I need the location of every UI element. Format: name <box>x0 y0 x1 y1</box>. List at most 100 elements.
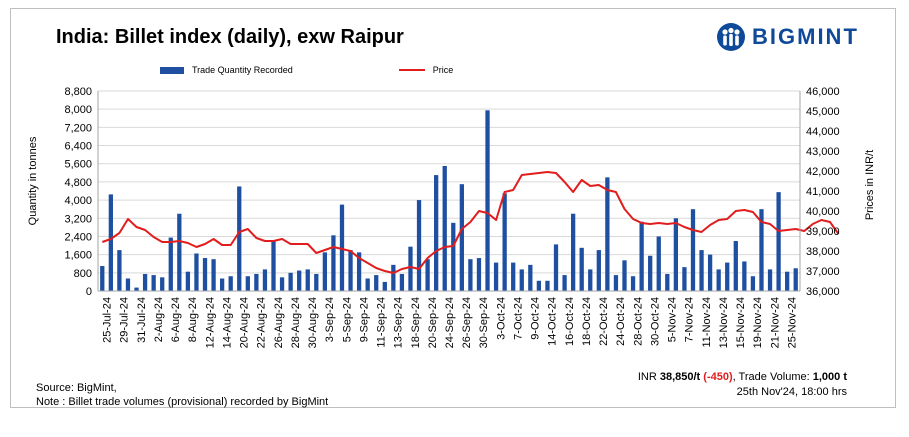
bar <box>168 237 173 291</box>
x-tick-label: 22-Oct-24 <box>598 297 610 346</box>
y2-tick-label: 37,000 <box>806 266 840 278</box>
bar <box>673 218 679 291</box>
bar <box>228 276 233 291</box>
y-tick-label: 800 <box>74 268 92 280</box>
legend-bar-label: Trade Quantity Recorded <box>192 65 293 75</box>
y2-tick-label: 36,000 <box>806 286 840 298</box>
bar <box>288 272 293 291</box>
bar <box>331 235 336 291</box>
chart-legend: Trade Quantity Recorded Price <box>160 65 453 75</box>
x-tick-label: 11-Sep-24 <box>376 297 388 348</box>
y-tick-label: 1,600 <box>64 250 92 262</box>
bar <box>570 213 576 291</box>
y-tick-label: 8,000 <box>64 104 92 116</box>
y-tick-label: 6,400 <box>64 141 92 153</box>
bar <box>690 209 696 291</box>
y-tick-label: 4,000 <box>64 195 92 207</box>
bar <box>442 166 447 291</box>
chart-title: India: Billet index (daily), exw Raipur <box>56 26 404 48</box>
bar <box>553 244 559 291</box>
bar <box>588 269 593 291</box>
bar <box>545 280 550 291</box>
x-tick-label: 20-Aug-24 <box>239 297 251 348</box>
bar <box>665 273 670 291</box>
bar <box>348 250 353 291</box>
bigmint-logo-icon <box>717 23 745 51</box>
right-axis-title: Prices in INR/t <box>864 150 876 220</box>
x-tick-label: 30-Oct-24 <box>650 297 662 346</box>
x-tick-label: 11-Nov-24 <box>701 297 713 348</box>
bar <box>356 252 362 291</box>
x-tick-label: 29-Jul-24 <box>119 297 131 343</box>
bar <box>117 250 122 291</box>
y-tick-label: 8,800 <box>64 86 92 98</box>
x-tick-label: 26-Aug-24 <box>273 297 285 348</box>
bar <box>160 277 165 291</box>
chart-frame <box>10 8 896 408</box>
x-tick-label: 24-Sep-24 <box>444 297 456 348</box>
y2-tick-label: 39,000 <box>806 226 840 238</box>
x-tick-label: 26-Sep-24 <box>461 297 473 348</box>
x-tick-label: 12-Aug-24 <box>204 297 216 348</box>
x-tick-label: 18-Oct-24 <box>581 297 593 346</box>
source-note: Source: BigMint, Note : Billet trade vol… <box>36 381 328 409</box>
y-tick-label: 4,800 <box>64 177 92 189</box>
x-tick-label: 9-Oct-24 <box>530 297 542 340</box>
bar <box>374 275 379 291</box>
x-tick-label: 28-Aug-24 <box>290 297 302 348</box>
tick-labels: 0 800 1,600 2,400 3,200 4,000 4,800 5,600 6,400 7… <box>64 86 839 348</box>
bar <box>536 280 542 291</box>
x-tick-label: 5-Sep-24 <box>341 297 353 342</box>
summary-change: (-450) <box>703 371 733 383</box>
bar <box>605 177 610 291</box>
bar <box>793 268 798 291</box>
bar <box>339 204 345 291</box>
bar <box>622 260 627 291</box>
summary-price: 38,850/t <box>659 371 701 383</box>
y2-tick-label: 43,000 <box>806 146 840 158</box>
bar <box>468 259 473 291</box>
y2-tick-label: 41,000 <box>806 186 840 198</box>
y-tick-label: 5,600 <box>64 159 92 171</box>
x-tick-label: 14-Aug-24 <box>221 297 233 348</box>
bar <box>194 253 199 291</box>
bar <box>759 209 764 291</box>
x-tick-label: 7-Oct-24 <box>513 297 525 340</box>
bar <box>648 255 653 291</box>
y-tick-label: 7,200 <box>64 122 92 134</box>
legend-bar-swatch <box>160 66 184 74</box>
bar <box>716 269 721 291</box>
bar <box>562 275 567 291</box>
bar <box>434 175 439 291</box>
bar <box>382 281 387 291</box>
x-tick-label: 25-Jul-24 <box>102 297 114 343</box>
bar <box>100 266 105 291</box>
bar <box>245 276 250 291</box>
bar <box>151 275 156 291</box>
x-tick-label: 24-Oct-24 <box>615 297 627 346</box>
x-tick-label: 21-Nov-24 <box>769 297 781 348</box>
x-tick-label: 28-Oct-24 <box>632 297 644 346</box>
x-tick-label: 8-Aug-24 <box>187 297 199 342</box>
summary-volume: 1,000 t <box>812 371 847 383</box>
bar <box>579 247 584 291</box>
y-tick-label: 2,400 <box>64 231 92 243</box>
bar <box>314 273 319 291</box>
y2-tick-label: 42,000 <box>806 166 840 178</box>
bar <box>493 262 499 291</box>
x-tick-label: 18-Sep-24 <box>410 297 422 348</box>
bar <box>707 254 713 291</box>
x-tick-label: 22-Aug-24 <box>256 297 268 348</box>
price-summary: INR 38,850/t (-450), Trade Volume: 1,000… <box>638 370 847 400</box>
x-tick-label: 9-Sep-24 <box>358 297 370 342</box>
x-tick-label: 19-Nov-24 <box>752 297 764 348</box>
y2-tick-label: 40,000 <box>806 206 840 218</box>
x-tick-label: 13-Sep-24 <box>393 297 405 348</box>
bar <box>502 193 507 291</box>
bar <box>750 276 756 291</box>
bar <box>202 258 208 291</box>
x-tick-label: 5-Nov-24 <box>667 297 679 342</box>
bar <box>682 267 687 291</box>
bar <box>656 236 661 291</box>
